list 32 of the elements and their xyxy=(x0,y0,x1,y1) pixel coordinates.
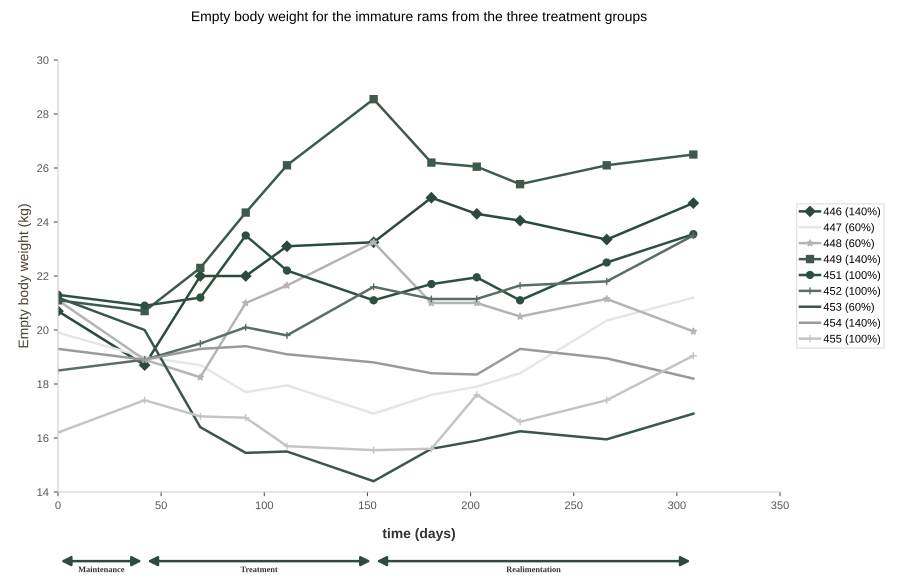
y-tick-label: 24 xyxy=(37,218,49,226)
text: Realimentation xyxy=(506,566,561,572)
x-tick-label: 300 xyxy=(668,501,686,510)
y-tick-label: 22 xyxy=(37,272,48,280)
chart-title: Empty body weight for the immature rams from the three treatment groups xyxy=(192,11,647,24)
legend-label: 453 (60%) xyxy=(824,302,874,313)
legend-label: 451 (100%) xyxy=(824,270,880,282)
y-tick-label: 18 xyxy=(37,380,48,388)
legend-label: 455 (100%) xyxy=(824,334,880,345)
x-tick-label: 150 xyxy=(359,501,376,510)
y-tick-label: 16 xyxy=(37,434,48,442)
y-tick-label: 14 xyxy=(37,488,49,496)
y-tick-label: 26 xyxy=(37,164,48,172)
legend-label: 447 (60%) xyxy=(824,223,874,234)
y-tick-label: 28 xyxy=(37,110,48,118)
text: Treatment xyxy=(240,566,278,572)
x-tick-label: 0 xyxy=(55,501,61,510)
y-axis-title: Empty body weight (kg) xyxy=(18,204,32,348)
x-tick-label: 350 xyxy=(771,501,789,510)
x-tick-label: 200 xyxy=(462,501,480,510)
y-tick-label: 20 xyxy=(37,326,49,334)
legend-label: 454 (140%) xyxy=(824,318,880,329)
x-tick-label: 250 xyxy=(565,501,583,510)
legend-label: 449 (140%) xyxy=(824,254,880,266)
legend-label: 446 (140%) xyxy=(824,207,880,218)
x-tick-label: 50 xyxy=(155,501,167,510)
legend-label: 448 (60%) xyxy=(824,238,874,250)
y-tick-label: 30 xyxy=(37,56,49,64)
x-axis-title: time (days) xyxy=(382,528,455,541)
x-tick-label: 100 xyxy=(256,501,274,510)
text: Maintenance xyxy=(78,566,124,572)
legend-label: 452 (100%) xyxy=(824,286,880,298)
